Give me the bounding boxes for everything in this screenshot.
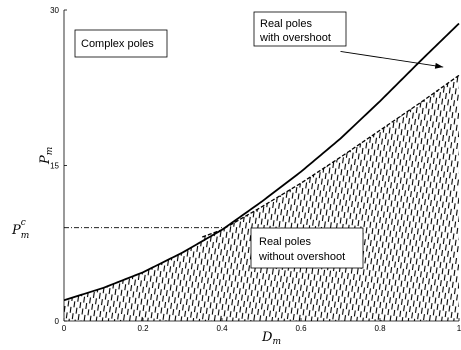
annotation-real-overshoot-line1: Real poles [260, 18, 312, 30]
y-tick-group: 0 15 30 [50, 6, 67, 326]
y-axis-title: Pm [38, 147, 55, 165]
annotation-real-overshoot-line2: with overshoot [259, 32, 331, 44]
y-tick-label: 15 [50, 162, 59, 171]
x-tick-label: 0 [62, 324, 67, 333]
x-tick-label: 0.2 [137, 324, 149, 333]
x-axis-title: Dm [261, 330, 281, 347]
annotation-real-no-overshoot: Real poles without overshoot [250, 227, 364, 269]
x-tick-group: 0 0.2 0.4 0.6 0.8 1 [62, 318, 461, 333]
annotation-complex-poles-text: Complex poles [81, 38, 154, 50]
y-tick-label: 0 [55, 317, 60, 326]
x-tick-label: 0.6 [295, 324, 307, 333]
pmc-label: Pc m [11, 218, 29, 241]
x-tick-label: 1 [457, 324, 461, 333]
overshoot-arrow [340, 51, 444, 68]
solid-boundary-line [64, 22, 460, 302]
x-tick-label: 0.4 [216, 324, 228, 333]
annotation-real-no-overshoot-line2: without overshoot [258, 251, 345, 263]
overshoot-arrow-head [434, 62, 444, 69]
x-tick-label: 0.8 [374, 324, 386, 333]
y-tick-label: 30 [50, 6, 59, 15]
annotation-complex-poles: Complex poles [74, 29, 168, 58]
annotation-real-overshoot: Real poles with overshoot [253, 11, 347, 47]
hatched-region [64, 75, 459, 321]
annotation-real-no-overshoot-line1: Real poles [259, 236, 311, 248]
